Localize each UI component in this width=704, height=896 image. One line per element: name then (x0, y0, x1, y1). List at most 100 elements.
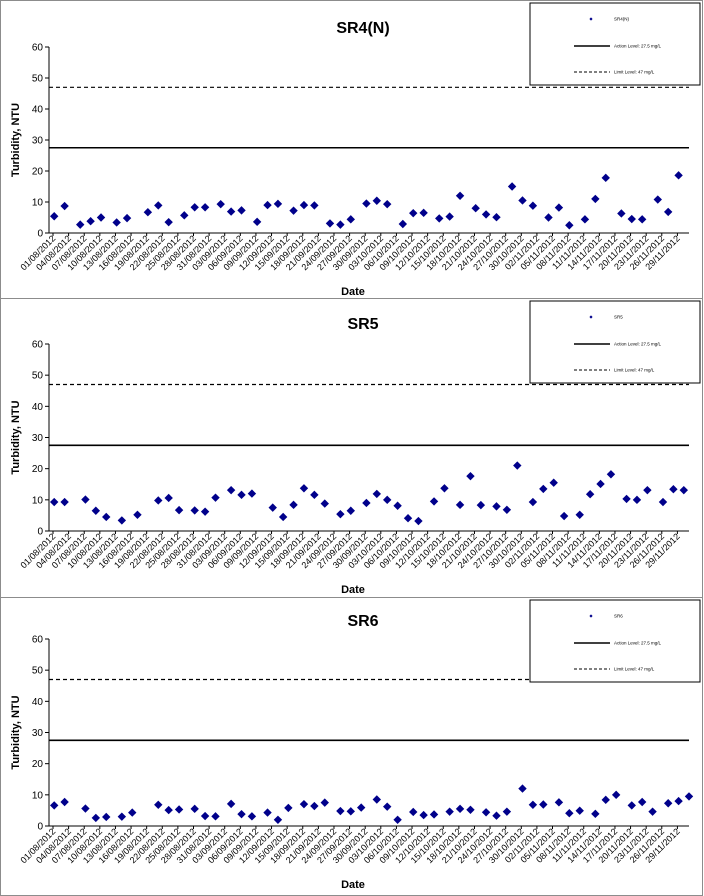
data-point (663, 207, 673, 217)
data-point (299, 799, 309, 809)
legend-marker (589, 614, 593, 618)
data-point (164, 493, 173, 503)
data-point (216, 199, 225, 209)
data-point (518, 784, 527, 793)
data-point (507, 182, 517, 191)
data-point (429, 497, 439, 506)
data-point (102, 512, 111, 522)
legend-label: Action Level: 27.5 mg/L (614, 44, 662, 49)
data-point (200, 507, 210, 516)
data-point (455, 804, 465, 814)
data-point (455, 191, 465, 200)
data-point (637, 215, 647, 224)
data-point (289, 206, 298, 215)
y-tick-label: 60 (32, 635, 44, 646)
data-point (409, 807, 418, 817)
data-point (190, 203, 199, 212)
data-point (539, 800, 548, 809)
y-tick-label: 20 (32, 464, 44, 475)
data-point (669, 485, 678, 494)
data-point (211, 812, 220, 821)
data-point (226, 799, 236, 809)
data-point (419, 810, 428, 820)
data-point (611, 790, 621, 800)
data-point (617, 209, 626, 218)
legend-label: Action Level: 27.5 mg/L (614, 342, 662, 347)
y-axis-title: Turbidity, NTU (10, 400, 22, 474)
data-point (190, 804, 199, 814)
legend-label: SR4(N) (614, 17, 630, 22)
data-point (226, 207, 236, 216)
data-point (346, 807, 355, 816)
data-point (591, 809, 600, 819)
chart-title: SR4(N) (336, 20, 389, 37)
data-point (528, 800, 538, 810)
data-point (263, 808, 272, 817)
data-point (50, 212, 59, 221)
data-point (190, 506, 199, 515)
legend-label: SR5 (614, 315, 623, 320)
data-point (247, 489, 257, 498)
y-tick-label: 0 (37, 527, 43, 538)
data-point (481, 808, 491, 817)
data-point (299, 200, 309, 210)
y-tick-label: 60 (32, 43, 44, 54)
data-point (632, 495, 642, 505)
data-point (164, 217, 173, 227)
y-tick-label: 0 (37, 822, 43, 833)
data-point (435, 214, 444, 223)
data-point (96, 213, 106, 222)
data-point (601, 173, 610, 183)
data-point (476, 500, 486, 510)
data-point (549, 478, 558, 487)
y-tick-label: 40 (32, 402, 44, 413)
data-point (637, 797, 647, 807)
data-point (346, 506, 355, 515)
data-point (383, 495, 392, 505)
data-point (200, 203, 210, 212)
data-point (383, 802, 392, 811)
y-tick-label: 20 (32, 759, 44, 770)
legend-box (529, 300, 701, 384)
data-point (471, 204, 480, 213)
y-tick-label: 20 (32, 167, 44, 178)
data-point (310, 490, 319, 500)
data-point (565, 809, 574, 818)
y-tick-label: 10 (32, 790, 44, 801)
legend-label: Limit Level: 47 mg/L (614, 70, 655, 75)
data-point (356, 803, 366, 812)
data-point (81, 804, 90, 813)
data-point (554, 798, 564, 807)
data-point (528, 201, 538, 210)
data-point (575, 806, 584, 815)
data-point (50, 497, 59, 507)
data-point (492, 811, 501, 820)
x-axis-title: Date (341, 879, 365, 891)
data-point (60, 497, 69, 507)
data-point (174, 805, 184, 814)
data-point (518, 196, 527, 205)
data-point (679, 485, 688, 495)
data-point (372, 489, 382, 499)
data-point (273, 199, 283, 209)
data-point (544, 213, 553, 222)
data-point (585, 490, 595, 499)
data-point (154, 201, 163, 210)
data-point (643, 485, 652, 495)
data-point (362, 199, 371, 208)
data-point (284, 803, 293, 813)
data-point (419, 208, 428, 218)
data-point (445, 212, 454, 221)
data-point (278, 512, 288, 522)
x-axis-title: Date (341, 286, 365, 298)
y-tick-label: 40 (32, 697, 44, 708)
data-point (310, 801, 319, 811)
data-point (299, 484, 309, 493)
data-point (393, 815, 402, 824)
data-point (383, 199, 392, 209)
data-point (122, 213, 132, 223)
data-point (154, 496, 163, 505)
